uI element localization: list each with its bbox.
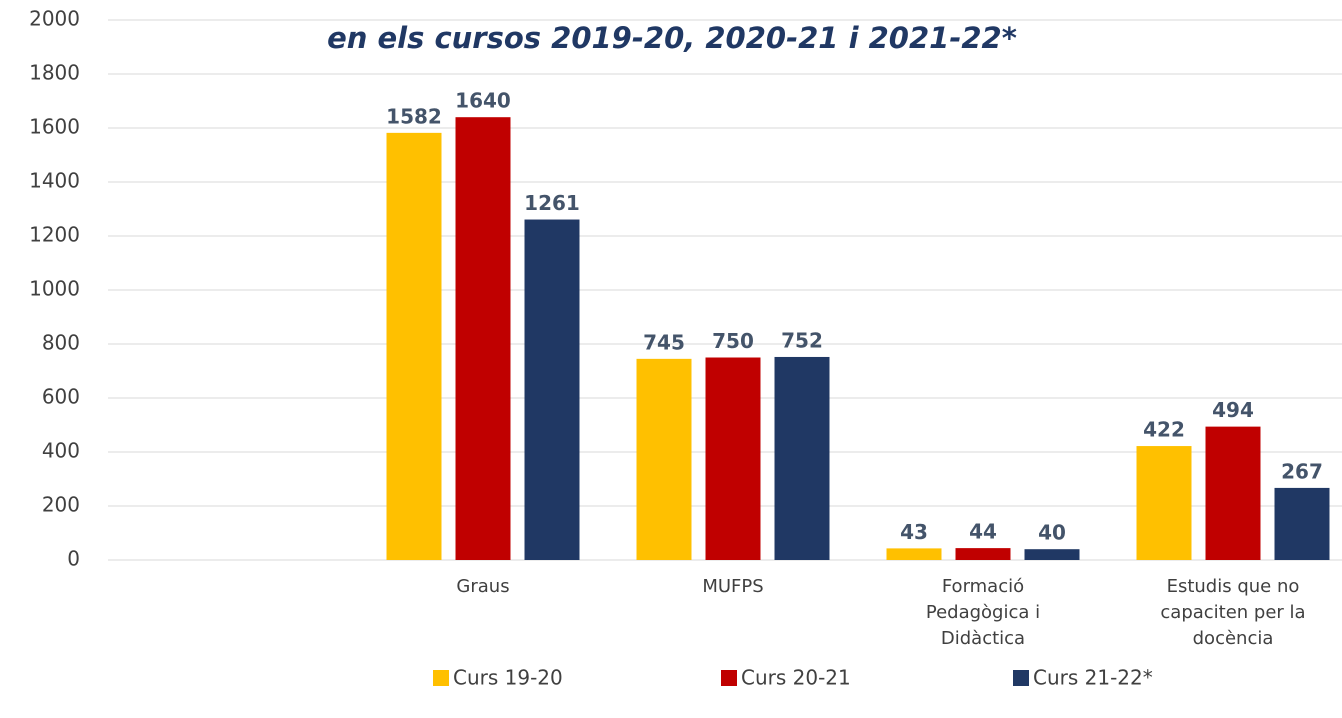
y-tick-label: 1400: [29, 169, 80, 193]
data-label: 750: [712, 329, 754, 353]
legend-swatch: [433, 670, 449, 686]
data-label: 494: [1212, 398, 1254, 422]
y-tick-label: 800: [42, 331, 80, 355]
y-tick-label: 1200: [29, 223, 80, 247]
bar: [1136, 446, 1192, 560]
bar: [774, 356, 830, 560]
bar: [886, 548, 942, 560]
x-tick-label: Estudis que no capaciten per la docència: [1160, 576, 1306, 649]
bar: [1274, 487, 1330, 560]
legend-swatch: [1013, 670, 1029, 686]
y-tick-label: 200: [42, 493, 80, 517]
x-tick-label: MUFPS: [702, 576, 764, 597]
bar: [1205, 426, 1261, 560]
data-label: 1261: [524, 191, 580, 215]
data-label: 745: [643, 330, 685, 354]
y-tick-label: 1000: [29, 277, 80, 301]
bar: [955, 548, 1011, 560]
x-tick-label: Formació Pedagògica i Didàctica: [925, 576, 1041, 649]
bar: [705, 357, 761, 560]
bar: [1024, 549, 1080, 560]
legend-label: Curs 19-20: [453, 666, 563, 690]
data-label: 422: [1143, 418, 1185, 442]
y-tick-label: 2000: [29, 7, 80, 31]
bar: [455, 117, 511, 560]
data-label: 267: [1281, 459, 1323, 483]
data-label: 40: [1038, 521, 1066, 545]
y-tick-label: 1600: [29, 115, 80, 139]
legend-label: Curs 20-21: [741, 666, 851, 690]
y-tick-label: 400: [42, 439, 80, 463]
x-tick-label: Graus: [456, 576, 510, 597]
data-label: 44: [969, 520, 997, 544]
data-label: 1640: [455, 89, 511, 113]
legend-swatch: [721, 670, 737, 686]
data-label: 752: [781, 328, 823, 352]
y-tick-label: 1800: [29, 61, 80, 85]
data-label: 43: [900, 520, 928, 544]
legend-label: Curs 21-22*: [1033, 666, 1153, 690]
data-label: 1582: [386, 104, 442, 128]
y-tick-label: 0: [67, 547, 80, 571]
bar: [636, 358, 692, 560]
chart-title: en els cursos 2019-20, 2020-21 i 2021-22…: [327, 21, 1017, 55]
bar: [386, 132, 442, 561]
bar: [524, 219, 580, 560]
y-tick-label: 600: [42, 385, 80, 409]
